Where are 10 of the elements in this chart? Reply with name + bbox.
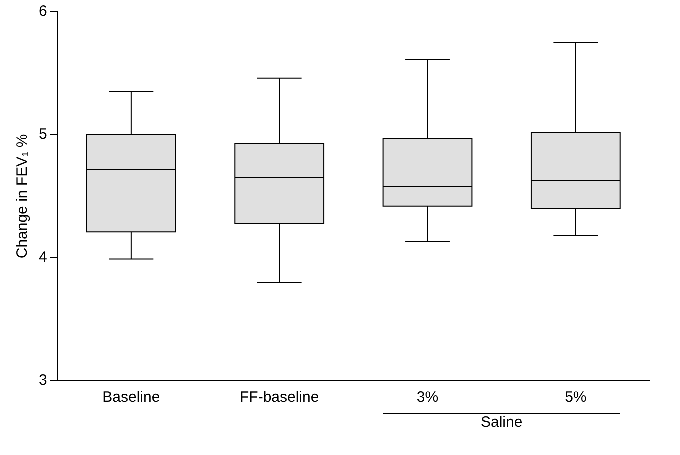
y-tick-label: 5: [39, 126, 48, 144]
x-tick-label: 3%: [416, 389, 439, 406]
y-tick-label: 4: [39, 249, 48, 266]
text: Saline: [480, 414, 524, 431]
y-tick-label: 6: [39, 3, 48, 20]
x-tick-label: Baseline: [102, 389, 160, 406]
y-tick-label: 3: [39, 372, 48, 390]
x-tick-label: FF-baseline: [240, 389, 320, 406]
x-tick-label: 5%: [565, 389, 587, 406]
y-axis-title: Change in FEV₁ %: [14, 134, 32, 259]
